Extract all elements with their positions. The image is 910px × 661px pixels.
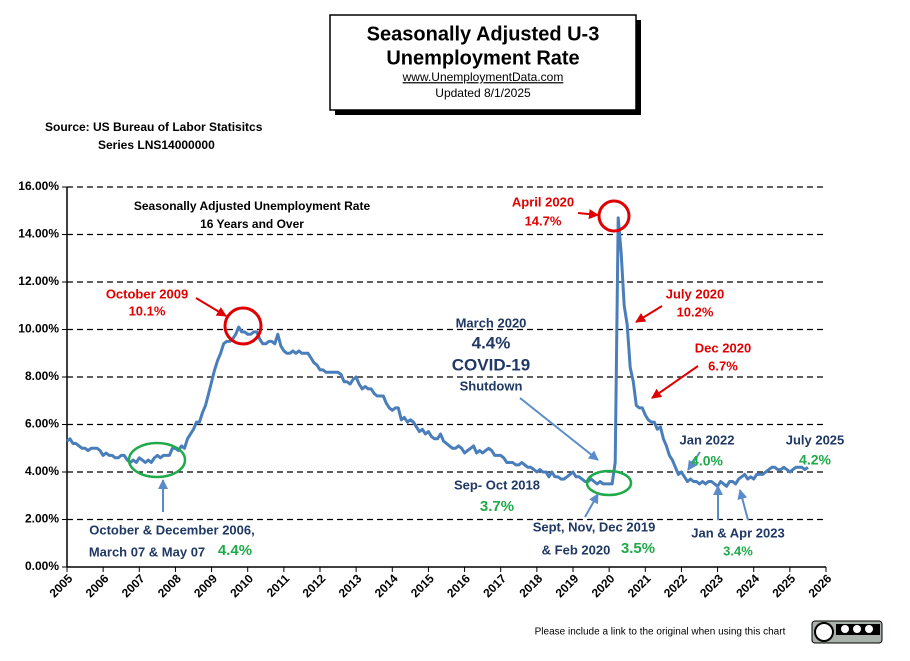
x-tick-label: 2011: [264, 571, 293, 600]
annotation: 10.1%: [129, 303, 166, 318]
annotation: 14.7%: [525, 213, 562, 228]
x-tick-label: 2007: [119, 571, 148, 600]
y-tick-label: 10.00%: [18, 322, 59, 336]
annotation: 4.0%: [691, 453, 723, 469]
x-tick-label: 2013: [336, 571, 365, 600]
annotation: Jan & Apr 2023: [691, 525, 784, 540]
x-tick-label: 2009: [191, 571, 220, 600]
annotation: 4.4%: [218, 542, 252, 559]
callouts: [127, 199, 749, 521]
annotation: 16 Years and Over: [200, 217, 304, 231]
data-line: [66, 216, 809, 488]
x-tick-label: 2017: [480, 571, 509, 600]
annotation: & Feb 2020: [542, 542, 611, 557]
chart-title: Unemployment Rate: [386, 47, 579, 69]
x-tick-label: 2012: [300, 571, 329, 600]
x-tick-label: 2025: [769, 571, 798, 600]
y-tick-label: 12.00%: [18, 274, 59, 288]
annotation: Sep- Oct 2018: [454, 477, 540, 492]
x-tick-label: 2024: [733, 571, 762, 600]
annotation: 10.2%: [677, 304, 714, 319]
annotation: Sept, Nov, Dec 2019: [533, 519, 656, 534]
y-tick-label: 2.00%: [25, 512, 59, 526]
x-tick-label: 2008: [155, 571, 184, 600]
source: Source: US Bureau of Labor Statisitcs: [45, 120, 263, 134]
x-tick-label: 2005: [47, 571, 76, 600]
annotation: 4.4%: [472, 333, 511, 352]
annotation: 3.4%: [723, 543, 753, 558]
annotation: Shutdown: [460, 378, 523, 393]
y-tick-label: 0.00%: [25, 559, 59, 573]
annotation: 3.5%: [621, 540, 655, 557]
y-tick-label: 16.00%: [18, 179, 59, 193]
annotation: Seasonally Adjusted Unemployment Rate: [134, 199, 371, 213]
y-tick-label: 14.00%: [18, 227, 59, 241]
x-tick-label: 2019: [553, 571, 582, 600]
annotation: Jan 2022: [680, 432, 735, 447]
title-box: [329, 14, 637, 111]
footer: Please include a link to the original wh…: [535, 627, 786, 638]
annotation: 4.2%: [799, 452, 831, 468]
annotation: July 2020: [666, 286, 725, 301]
x-tick-label: 2023: [697, 571, 726, 600]
annotation: 6.7%: [708, 358, 738, 373]
y-tick-label: 6.00%: [25, 417, 59, 431]
annotation: October 2009: [106, 286, 188, 301]
chart-title: Seasonally Adjusted U-3: [367, 23, 600, 45]
updated: Updated 8/1/2025: [435, 86, 531, 100]
source: Series LNS14000000: [98, 138, 215, 152]
cc-badge: [811, 620, 883, 644]
annotation: 3.7%: [480, 498, 514, 515]
annotation: March 2020: [456, 315, 527, 330]
annotation: October & December 2006,: [89, 522, 254, 537]
annotation: Dec 2020: [695, 340, 751, 355]
y-tick-label: 8.00%: [25, 369, 59, 383]
annotation: COVID-19: [452, 355, 530, 374]
x-tick-label: 2026: [806, 571, 835, 600]
subtitle: www.UnemploymentData.com: [402, 70, 564, 84]
x-tick-label: 2021: [625, 571, 654, 600]
y-tick-label: 4.00%: [25, 464, 59, 478]
x-tick-label: 2015: [408, 571, 437, 600]
annotation: July 2025: [786, 432, 845, 447]
x-tick-label: 2020: [589, 571, 618, 600]
x-tick-label: 2006: [83, 571, 112, 600]
x-tick-label: 2016: [444, 571, 473, 600]
x-tick-label: 2018: [516, 571, 545, 600]
annotation: March 07 & May 07: [89, 544, 205, 559]
x-tick-label: 2010: [227, 571, 256, 600]
x-tick-label: 2022: [661, 571, 690, 600]
x-tick-label: 2014: [372, 571, 401, 600]
annotation: April 2020: [512, 194, 574, 209]
